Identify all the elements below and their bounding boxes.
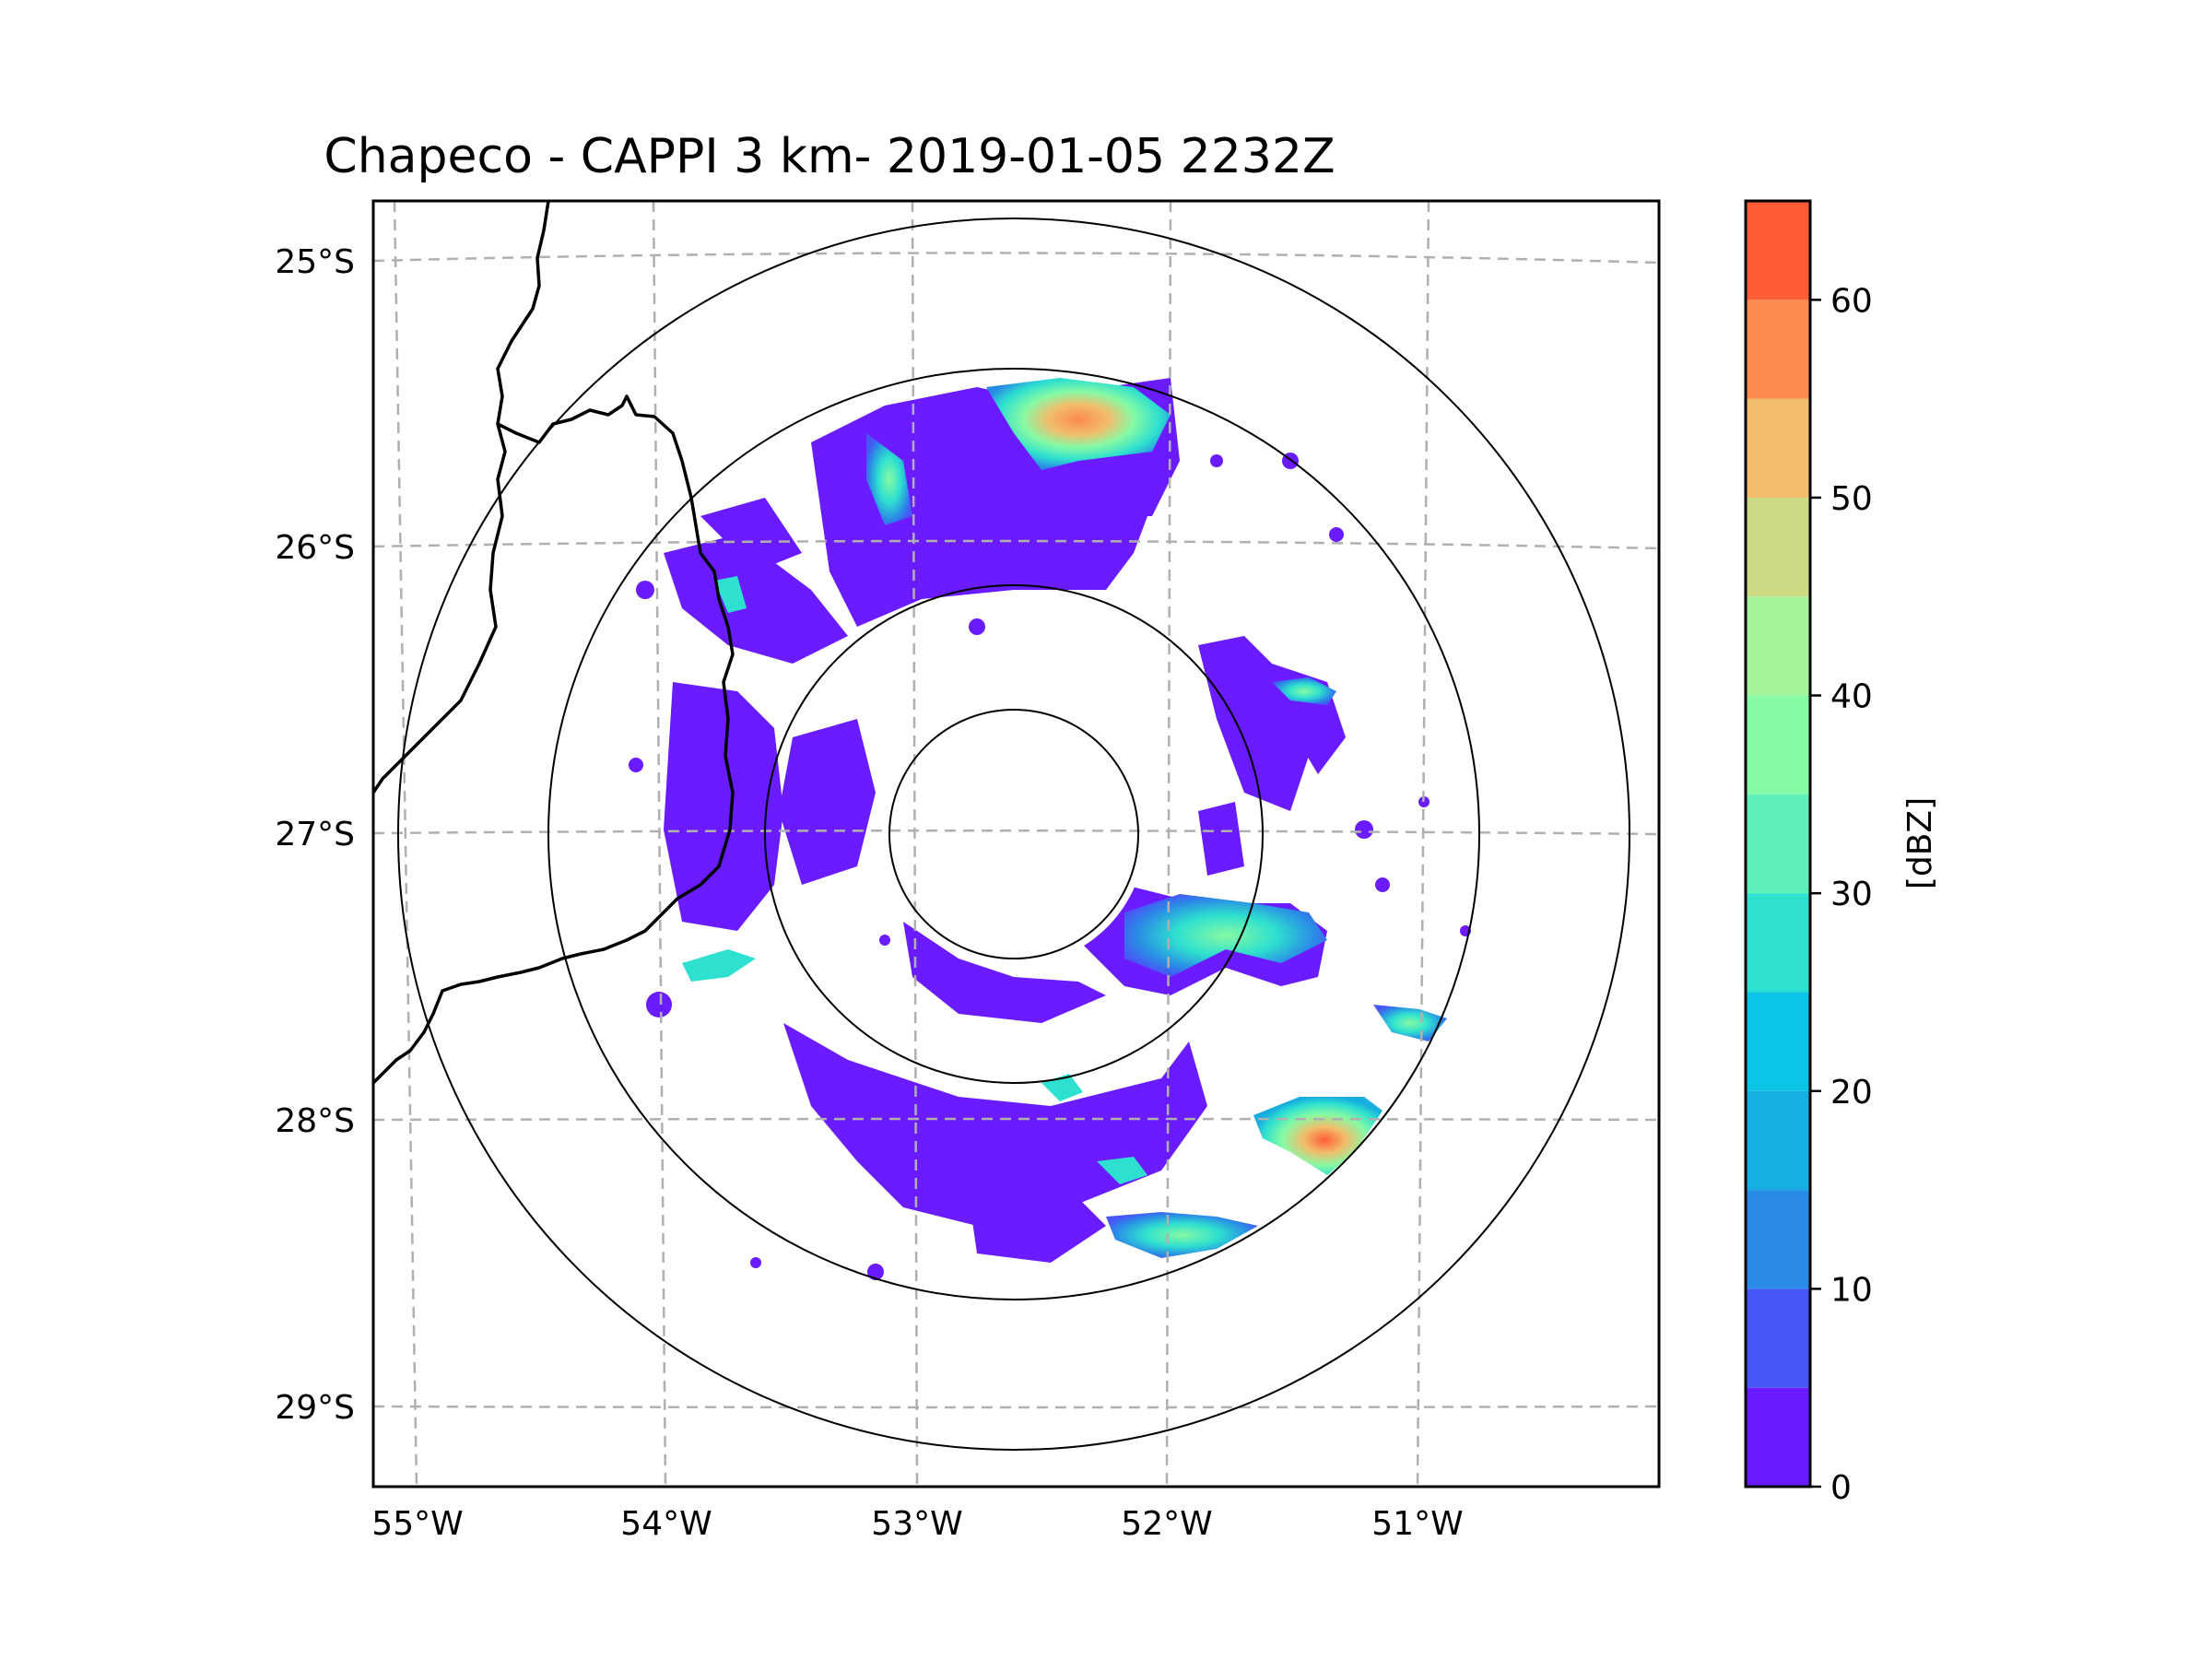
- plot-area: [373, 201, 1659, 1487]
- echo-cell-east-edge: [1373, 1005, 1447, 1041]
- colorbar-segment: [1746, 1387, 1810, 1487]
- colorbar-tick-label: 10: [1830, 1271, 1873, 1309]
- lat-label-26: 26°S: [275, 529, 355, 567]
- plot-frame: [371, 199, 1661, 1488]
- colorbar-tick-label: 20: [1830, 1074, 1873, 1112]
- echo-storm-cells: [682, 378, 1447, 1258]
- colorbar-segment: [1746, 1190, 1810, 1289]
- colorbar-segment: [1746, 695, 1810, 794]
- range-ring-1: [888, 709, 1139, 959]
- colorbar-segment: [1746, 596, 1810, 696]
- echo-cell-east-line: [1124, 894, 1327, 977]
- colorbar-tick-label: 0: [1830, 1469, 1852, 1507]
- lon-label-51: 51°W: [1371, 1505, 1463, 1543]
- lon-label-53: 53°W: [871, 1505, 962, 1543]
- colorbar-tick-label: 30: [1830, 876, 1873, 913]
- echo-cell-south: [1106, 1212, 1258, 1258]
- colorbar-tick-label: 60: [1830, 282, 1873, 320]
- echo-cell-south-patch: [1097, 1157, 1147, 1184]
- echo-cell-northeast: [1272, 677, 1336, 705]
- echo-cell-north-west: [866, 433, 912, 525]
- lon-label-54: 54°W: [620, 1505, 712, 1543]
- colorbar-label: [dBZ]: [1901, 797, 1939, 889]
- chart-title: Chapeco - CAPPI 3 km- 2019-01-05 2232Z: [324, 129, 1335, 184]
- lat-label-28: 28°S: [275, 1102, 355, 1140]
- political-borders: [373, 201, 735, 1085]
- echo-cell-west: [682, 949, 756, 982]
- colorbar-tick-label: 50: [1830, 480, 1873, 518]
- lat-label-29: 29°S: [275, 1389, 355, 1427]
- clear-annulus: [882, 702, 1146, 966]
- colorbar-tick-label: 40: [1830, 678, 1873, 716]
- colorbar-segment: [1746, 300, 1810, 399]
- colorbar-segment: [1746, 1090, 1810, 1191]
- echo-cell-north: [986, 378, 1171, 470]
- graticule: [373, 201, 1659, 1487]
- lon-label-52: 52°W: [1121, 1505, 1212, 1543]
- lat-label-25: 25°S: [275, 243, 355, 281]
- border-state-division: [373, 394, 735, 1085]
- colorbar-frame: [1744, 199, 1812, 1488]
- lon-label-55: 55°W: [371, 1505, 463, 1543]
- lat-label-27: 27°S: [275, 816, 355, 853]
- colorbar-segment: [1746, 893, 1810, 993]
- colorbar: 0 10 20 30 40 50 60 [dBZ]: [1744, 199, 1939, 1507]
- colorbar-ticks: 0 10 20 30 40 50 60: [1810, 282, 1873, 1507]
- colorbar-segment: [1746, 794, 1810, 894]
- echo-low-reflectivity: [629, 378, 1471, 1280]
- colorbar-segment: [1746, 201, 1810, 300]
- border-argentina-brazil: [373, 201, 550, 794]
- x-axis-labels: 55°W 54°W 53°W 52°W 51°W: [371, 1505, 1463, 1543]
- range-ring-3: [547, 368, 1480, 1300]
- colorbar-segment: [1746, 398, 1810, 498]
- range-ring-4: [397, 218, 1630, 1451]
- colorbar-segment: [1746, 1288, 1810, 1388]
- colorbar-segment: [1746, 992, 1810, 1091]
- echo-cell-northwest-small: [714, 576, 747, 613]
- range-ring-2: [764, 584, 1264, 1084]
- y-axis-labels: 25°S 26°S 27°S 28°S 29°S: [275, 243, 355, 1427]
- colorbar-segments: [1746, 201, 1810, 1487]
- range-rings: [397, 218, 1630, 1451]
- colorbar-segment: [1746, 497, 1810, 597]
